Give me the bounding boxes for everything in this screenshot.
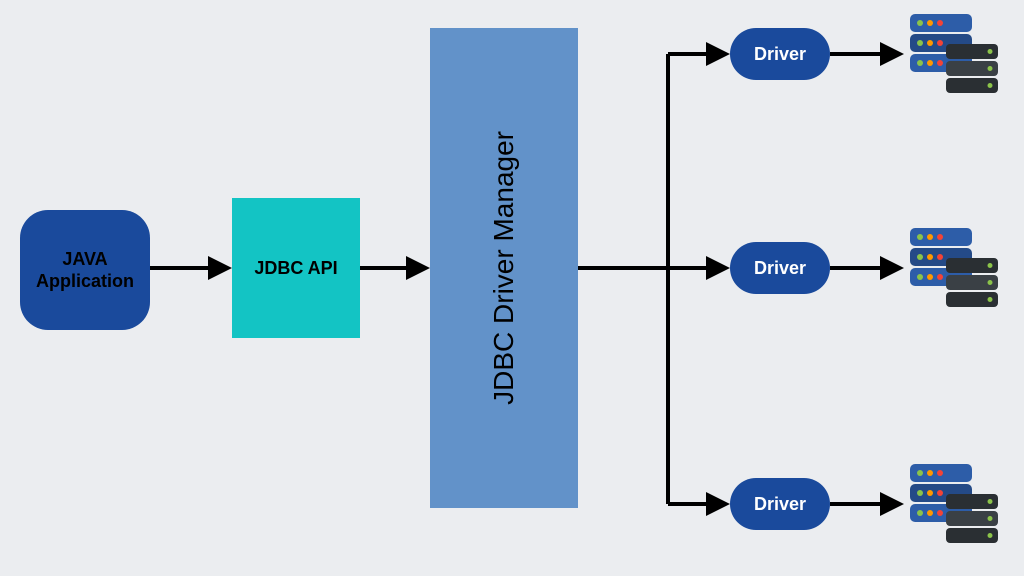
java-app-label-1: JAVA <box>62 249 107 269</box>
node-driver-manager: JDBC Driver Manager <box>430 28 578 508</box>
database-icon-3 <box>910 464 990 544</box>
driver-manager-label: JDBC Driver Manager <box>488 131 520 405</box>
node-java-application: JAVA Application <box>20 210 150 330</box>
driver-3-label: Driver <box>754 494 806 515</box>
database-icon-2 <box>910 228 990 308</box>
database-icon-1 <box>910 14 990 94</box>
diagram-canvas: JAVA Application JDBC API JDBC Driver Ma… <box>0 0 1024 576</box>
node-driver-2: Driver <box>730 242 830 294</box>
jdbc-api-label: JDBC API <box>254 258 337 279</box>
node-jdbc-api: JDBC API <box>232 198 360 338</box>
java-app-label-2: Application <box>36 271 134 291</box>
node-driver-3: Driver <box>730 478 830 530</box>
driver-1-label: Driver <box>754 44 806 65</box>
node-driver-1: Driver <box>730 28 830 80</box>
driver-2-label: Driver <box>754 258 806 279</box>
